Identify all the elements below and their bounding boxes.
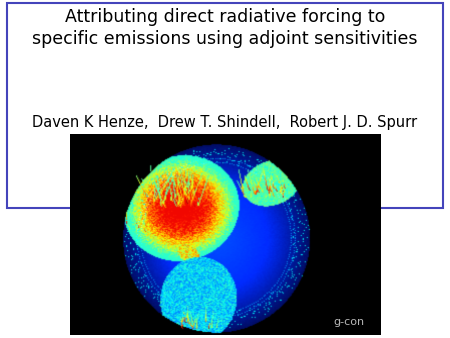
- Bar: [7, 3, 443, 208]
- Text: Attributing direct radiative forcing to
specific emissions using adjoint sensiti: Attributing direct radiative forcing to …: [32, 8, 418, 48]
- Text: Daven K Henze,  Drew T. Shindell,  Robert J. D. Spurr: Daven K Henze, Drew T. Shindell, Robert …: [32, 115, 418, 130]
- Text: g-con: g-con: [333, 317, 364, 327]
